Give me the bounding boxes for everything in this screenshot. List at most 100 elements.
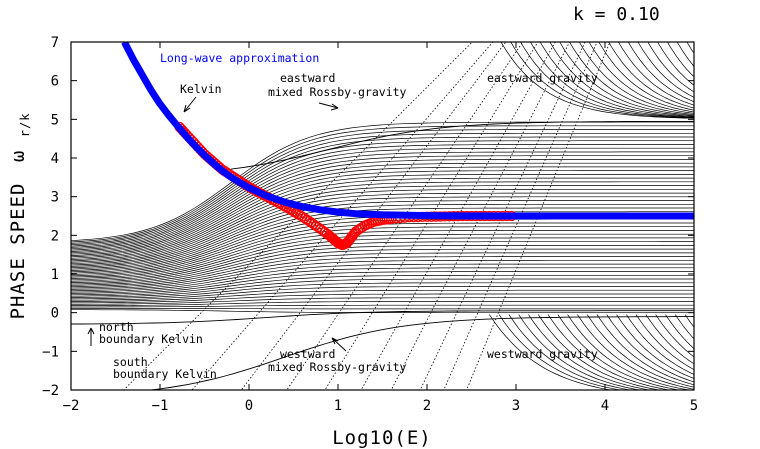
westward-gravity-curve — [586, 314, 694, 388]
annot-westward-mrg-1: westward — [280, 347, 335, 361]
mode-line — [71, 301, 694, 306]
y-tick-label: 4 — [51, 151, 59, 167]
dotted-mode-line — [360, 42, 556, 390]
westward-gravity-curve — [557, 314, 681, 390]
mode-line — [71, 241, 694, 285]
eastward-gravity-curve — [520, 42, 694, 119]
mode-line — [71, 151, 694, 252]
mode-line — [71, 196, 694, 269]
mode-line — [71, 237, 694, 283]
mode-line — [71, 245, 694, 286]
eastward-gravity-curve — [559, 42, 694, 116]
mode-line — [71, 174, 694, 260]
annot-westward-mrg-2: mixed Rossby-gravity — [268, 360, 407, 374]
eastward-gravity-curve — [618, 42, 694, 106]
mode-line — [71, 304, 694, 308]
x-tick-label: 4 — [601, 398, 609, 414]
westward-gravity-curve — [616, 314, 694, 379]
plot-frame — [70, 41, 695, 391]
mode-line — [71, 177, 694, 262]
mode-line — [71, 282, 694, 300]
eastward-gravity-curve — [666, 42, 694, 78]
eastward-gravity-curve — [676, 42, 694, 67]
eastward-gravity-curve — [569, 42, 694, 115]
mode-line — [71, 293, 694, 304]
dotted-mode-line — [191, 42, 494, 390]
y-axis-title: PHASE SPEED ω r/k — [7, 113, 32, 320]
mode-line — [71, 166, 694, 258]
westward-gravity-curve — [518, 314, 642, 390]
y-tick-label: 3 — [51, 190, 59, 206]
annot-eastward-mrg-1: eastward — [280, 71, 335, 85]
y-tick-label: 5 — [51, 112, 59, 128]
y-tick-label: 2 — [51, 228, 59, 244]
mode-line — [71, 185, 694, 265]
mode-line — [71, 252, 694, 289]
annot-westward-gravity: westward gravity — [487, 347, 598, 361]
annot-long-wave: Long-wave approximation — [160, 51, 319, 65]
westward-gravity-curve — [635, 314, 694, 370]
eastward-gravity-curve — [647, 42, 694, 93]
westward-gravity-curve — [695, 315, 712, 337]
eastward-gravity-curve — [539, 42, 694, 118]
long-wave-series — [121, 42, 694, 220]
mode-line — [71, 155, 694, 254]
mode-line — [71, 263, 694, 293]
westward-gravity-curve — [596, 314, 694, 386]
mode-line — [71, 308, 694, 310]
x-tick-label: 3 — [512, 398, 520, 414]
y-axis: −2 −1 0 1 2 3 4 5 6 7 — [42, 35, 694, 399]
x-axis: −2 −1 0 1 2 3 4 5 — [63, 42, 698, 414]
eastward-gravity-curve — [578, 42, 694, 114]
mode-line — [71, 144, 694, 250]
long-wave-line — [121, 42, 694, 220]
south-kelvin-curve — [147, 316, 694, 390]
mode-line — [71, 278, 694, 298]
mode-line — [71, 226, 694, 279]
westward-gravity-curve — [547, 314, 672, 390]
westward-gravity-curve — [577, 314, 694, 390]
eastward-gravity-curve — [530, 42, 694, 118]
mode-line — [71, 230, 694, 281]
y-axis-title-main: PHASE SPEED — [7, 183, 29, 320]
annot-eastward-gravity: eastward gravity — [487, 71, 598, 85]
eastward-gravity-curve — [637, 42, 694, 98]
k-label: k = 0.10 — [573, 4, 660, 25]
mode-line — [71, 274, 694, 297]
mode-line — [71, 181, 694, 263]
mode-line — [71, 203, 694, 271]
annot-south-kelvin-2: boundary Kelvin — [113, 367, 217, 381]
mode-line — [71, 147, 694, 251]
mode-line — [71, 286, 694, 301]
mode-line — [71, 309, 694, 314]
mode-line — [71, 271, 694, 296]
mode-line — [71, 170, 694, 259]
mode-line — [71, 248, 694, 288]
mode-line — [71, 159, 694, 255]
annotations: Long-wave approximation Kelvin eastward … — [99, 51, 598, 381]
mode-line — [71, 192, 694, 267]
x-tick-label: 2 — [423, 398, 431, 414]
annot-north-kelvin-2: boundary Kelvin — [99, 332, 203, 346]
annot-eastward-mrg-2: mixed Rossby-gravity — [268, 85, 407, 99]
y-tick-label: −2 — [42, 383, 59, 399]
x-tick-label: 1 — [334, 398, 342, 414]
mode-line — [71, 136, 694, 247]
annot-north-kelvin-1: north — [99, 320, 134, 334]
mode-line — [71, 188, 694, 266]
westward-gravity-curve — [528, 314, 652, 390]
y-tick-label: 0 — [51, 306, 59, 322]
westward-gravity-curve — [626, 314, 694, 375]
mode-line — [71, 289, 694, 302]
north-kelvin-curve — [71, 310, 694, 325]
dotted-mode-line — [419, 42, 586, 390]
svg-text:PHASE SPEED ω r/k: PHASE SPEED ω r/k — [7, 113, 32, 320]
mode-line — [71, 129, 694, 244]
eastward-mrg-curve — [231, 120, 694, 170]
eastward-gravity-curve — [510, 42, 694, 119]
y-tick-label: 1 — [51, 267, 59, 283]
plot-area — [71, 42, 712, 390]
westward-gravity-curve — [489, 314, 613, 390]
eastward-gravity-curve — [598, 42, 694, 111]
